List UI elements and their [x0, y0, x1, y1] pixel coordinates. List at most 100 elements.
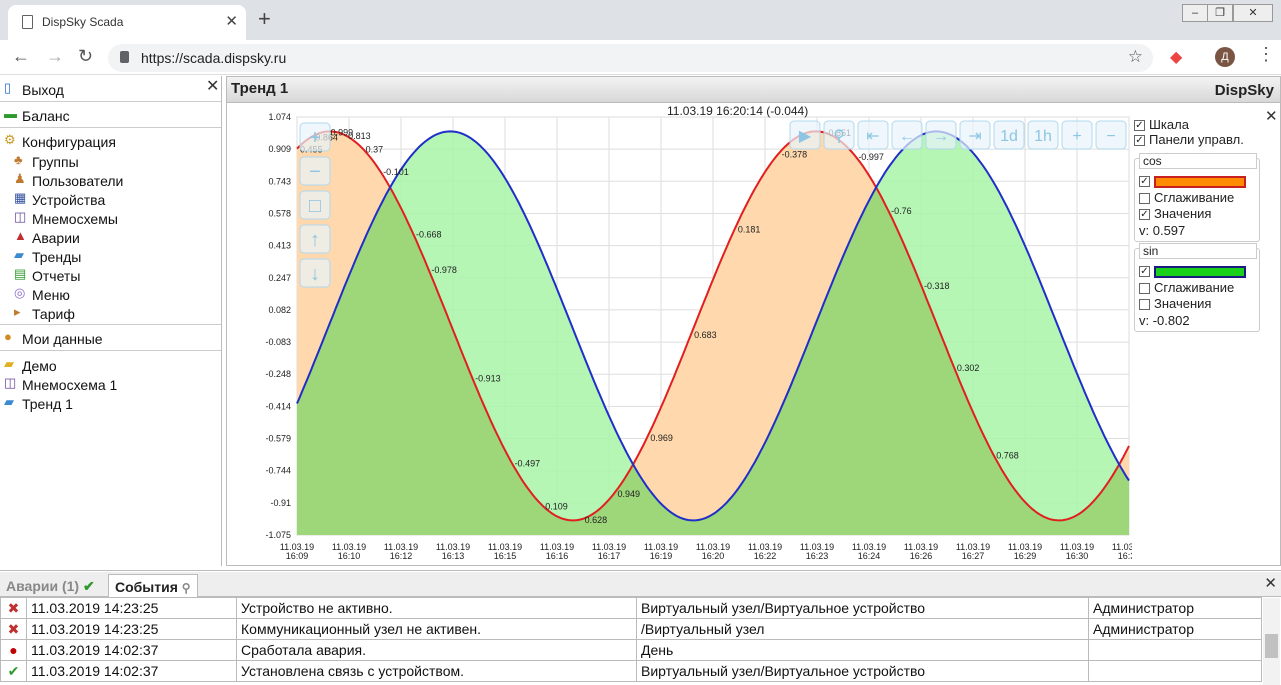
search-button[interactable] — [823, 120, 855, 150]
sidebar-item-label: Тренд 1 — [22, 396, 73, 412]
play-button[interactable] — [789, 120, 821, 150]
event-source: /Виртуальный узел — [636, 618, 1089, 640]
checkbox[interactable] — [1139, 299, 1150, 311]
sidebar-item-balance[interactable]: ▬ Баланс — [0, 104, 221, 126]
avatar[interactable]: Д — [1215, 47, 1235, 67]
series-visibility[interactable]: ✓ — [1139, 263, 1246, 278]
minimize-button[interactable]: – — [1182, 4, 1208, 22]
prev-button[interactable] — [891, 120, 923, 150]
sidebar-item-menu[interactable]: ◎ Меню — [0, 283, 221, 305]
controls-label: Панели управл. — [1149, 132, 1244, 147]
series-visibility[interactable]: ✓ — [1139, 173, 1246, 188]
checkbox[interactable]: ✓ — [1134, 120, 1145, 132]
close-window-button[interactable]: ✕ — [1233, 4, 1273, 22]
panel-close-icon[interactable]: ✕ — [1265, 108, 1278, 125]
reload-button[interactable]: ↻ — [78, 46, 94, 66]
x-tick-label: 11.03.19 16:15 — [488, 542, 522, 561]
smoothing-toggle[interactable]: Сглаживание — [1139, 190, 1234, 205]
remove-button[interactable] — [1095, 120, 1127, 150]
sidebar-item-label: Конфигурация — [22, 134, 116, 150]
smoothing-label: Сглаживание — [1154, 280, 1235, 295]
data-label: 0.768 — [996, 450, 1019, 460]
sidebar-close-icon[interactable]: ✕ — [206, 78, 220, 95]
back-button[interactable]: ← — [12, 46, 30, 66]
trend-chart[interactable]: 11.03.19 16:20:14 (-0.044) 11.03.19 16:09… — [227, 103, 1146, 565]
forward-button[interactable]: → — [46, 46, 64, 66]
groups-icon: ♣ — [14, 152, 23, 167]
event-source: Виртуальный узел/Виртуальное устройство — [636, 660, 1089, 682]
y-tick-label: -0.414 — [265, 401, 291, 411]
close-tab-icon[interactable]: ✕ — [225, 13, 238, 30]
extension-icon[interactable]: ◆ — [1170, 49, 1183, 66]
tab-events-label: События — [115, 579, 178, 595]
day-button[interactable] — [993, 120, 1025, 150]
bookmark-star-icon[interactable]: ☆ — [1127, 47, 1143, 66]
sidebar-item-users[interactable]: ♟ Пользователи — [0, 169, 221, 191]
x-tick-label: 11.03.19 16:26 — [904, 542, 938, 561]
scroll-down-button-glyph: ↓ — [310, 263, 320, 285]
zoom-out-button[interactable] — [299, 156, 331, 186]
next-button[interactable] — [925, 120, 957, 150]
series-name-field[interactable]: sin — [1139, 243, 1257, 259]
checkbox[interactable]: ✓ — [1134, 135, 1145, 147]
values-toggle[interactable]: ✓ Значения — [1139, 206, 1211, 221]
add-button[interactable] — [1061, 120, 1093, 150]
sidebar-item-my-0[interactable]: ▰ Демо — [0, 354, 221, 376]
address-bar[interactable]: https://scada.dispsky.ru ☆ — [108, 44, 1153, 72]
scroll-up-button-glyph: ↑ — [310, 229, 320, 251]
y-tick-label: 0.578 — [268, 208, 291, 218]
sidebar-item-mnemo[interactable]: ◫ Мнемосхемы — [0, 207, 221, 229]
smoothing-toggle[interactable]: Сглаживание — [1139, 280, 1234, 295]
browser-menu-icon[interactable]: ⋮ — [1257, 44, 1275, 64]
first-button[interactable] — [857, 120, 889, 150]
browser-tab[interactable]: DispSky Scada ✕ — [8, 5, 246, 40]
x-tick-label: 11.03.19 16:30 — [1060, 542, 1094, 561]
restore-button[interactable]: ❐ — [1207, 4, 1233, 22]
values-toggle[interactable]: Значения — [1139, 296, 1211, 311]
sidebar-item-my-2[interactable]: ▰ Тренд 1 — [0, 392, 221, 414]
series-line-cos — [296, 130, 1130, 522]
sidebar-item-my-data[interactable]: ● Мои данные — [0, 327, 221, 349]
sidebar-item-trends[interactable]: ▰ Тренды — [0, 245, 221, 267]
sidebar-item-reports[interactable]: ▤ Отчеты — [0, 264, 221, 286]
tab-alarms[interactable]: Аварии (1) ✔ — [0, 574, 101, 597]
events-scrollbar[interactable] — [1263, 598, 1280, 685]
sidebar-item-config[interactable]: ⚙ Конфигурация — [0, 130, 221, 152]
alarm-icon: ● — [9, 642, 18, 658]
balance-icon: ▬ — [4, 106, 17, 121]
checkbox[interactable]: ✓ — [1139, 209, 1150, 221]
sidebar-item-logout[interactable]: ▯ Выход — [0, 78, 221, 100]
sidebar-item-tariff[interactable]: ▸ Тариф — [0, 302, 221, 324]
data-label: -0.497 — [515, 458, 541, 468]
checkbox[interactable]: ✓ — [1139, 176, 1150, 188]
hour-button[interactable] — [1027, 120, 1059, 150]
events-close-icon[interactable]: ✕ — [1264, 575, 1277, 592]
last-button[interactable] — [959, 120, 991, 150]
y-tick-label: 1.074 — [268, 112, 291, 122]
zoom-in-button[interactable] — [299, 122, 331, 152]
table-row[interactable]: ● 11.03.2019 14:02:37 Сработала авария. Ден… — [0, 639, 1262, 661]
checkbox[interactable]: ✓ — [1139, 266, 1150, 278]
checkbox[interactable] — [1139, 193, 1150, 205]
scroll-down-button[interactable] — [299, 258, 331, 288]
zoom-fit-button[interactable] — [299, 190, 331, 220]
sidebar-item-alarms[interactable]: ▲ Аварии — [0, 226, 221, 248]
scale-toggle[interactable]: ✓ Шкала — [1134, 117, 1189, 133]
series-name-field[interactable]: cos — [1139, 153, 1257, 169]
sidebar-item-label: Тариф — [32, 306, 75, 322]
sidebar-item-devices[interactable]: ▦ Устройства — [0, 188, 221, 210]
table-row[interactable]: ✖ 11.03.2019 14:23:25 Коммуникационный узе… — [0, 618, 1262, 640]
table-row[interactable]: ✔ 11.03.2019 14:02:37 Установлена связь с … — [0, 660, 1262, 682]
sidebar-item-my-1[interactable]: ◫ Мнемосхема 1 — [0, 373, 221, 395]
sidebar-item-groups[interactable]: ♣ Группы — [0, 150, 221, 172]
controls-toggle[interactable]: ✓ Панели управл. — [1134, 132, 1244, 148]
table-row[interactable]: ✖ 11.03.2019 14:23:25 Устройство не активн… — [0, 597, 1262, 619]
scroll-up-button[interactable] — [299, 224, 331, 254]
series-color-swatch[interactable] — [1154, 265, 1246, 278]
checkbox[interactable] — [1139, 283, 1150, 295]
series-color-swatch[interactable] — [1154, 175, 1246, 188]
new-tab-button[interactable]: + — [258, 6, 271, 31]
data-label: 0.181 — [738, 225, 761, 235]
tab-events[interactable]: События ⚲ — [108, 574, 198, 597]
